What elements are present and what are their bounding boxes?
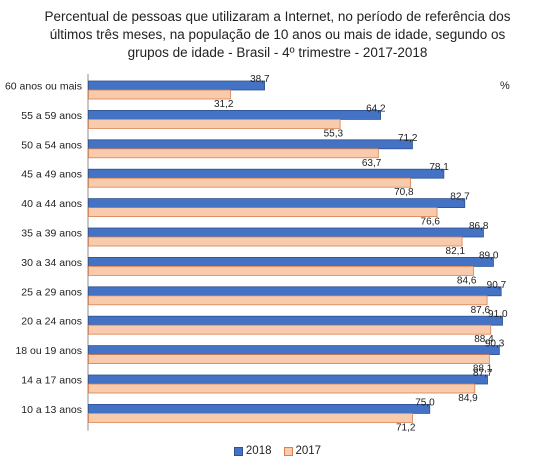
data-label-2017: 76,6: [421, 217, 441, 228]
bar-2017: [88, 119, 341, 129]
category-label: 55 a 59 anos: [21, 110, 82, 122]
data-label-2017: 63,7: [362, 158, 382, 169]
bar-2018: [88, 374, 488, 385]
bar-2018: [88, 286, 502, 297]
data-label-2018: 75,0: [415, 397, 435, 408]
data-label-2018: 78,1: [429, 162, 449, 173]
bar-2017: [88, 354, 490, 365]
bar-2017: [88, 412, 413, 423]
data-label-2018: 91,0: [488, 309, 508, 320]
data-label-2018: 71,2: [398, 133, 418, 144]
bar-2018: [88, 256, 494, 267]
category-label: 10 a 13 anos: [21, 404, 82, 416]
data-label-2017: 70,8: [394, 187, 414, 198]
category-label: 50 a 54 anos: [21, 139, 82, 151]
category-label: 18 ou 19 anos: [15, 345, 82, 357]
bar-2018: [88, 139, 413, 150]
legend-swatch-2018: [233, 446, 243, 456]
category-label: 40 a 44 anos: [21, 198, 82, 210]
bar-2018: [88, 345, 500, 356]
category-label: 60 anos ou mais: [5, 81, 82, 93]
category-label: 25 a 29 anos: [21, 286, 82, 298]
chart-title-line-2: últimos três meses, na população de 10 a…: [49, 27, 506, 42]
bar-2017: [88, 236, 463, 247]
data-label-2018: 82,7: [450, 192, 470, 203]
data-label-2017: 88,1: [473, 364, 493, 375]
data-label-2018: 89,0: [479, 250, 499, 261]
data-label-2017: 84,6: [457, 275, 477, 286]
data-label-2017: 31,2: [214, 99, 234, 110]
category-label: 35 a 39 anos: [21, 228, 82, 240]
bar-2018: [88, 110, 382, 120]
legend-label-2018: 2018: [245, 445, 272, 457]
chart-legend: 2018 2017: [0, 445, 555, 457]
bar-2018: [88, 198, 466, 209]
category-label: 45 a 49 anos: [21, 169, 82, 181]
category-label: 30 a 34 anos: [21, 257, 82, 269]
bar-2017: [88, 207, 438, 218]
bar-2017: [88, 383, 476, 394]
bar-2017: [88, 148, 379, 159]
chart-title-line-3: grupos de idade - Brasil - 4º trimestre …: [127, 45, 428, 60]
bar-2017: [88, 295, 488, 306]
data-label-2017: 87,6: [471, 305, 491, 316]
bar-2017: [88, 265, 474, 276]
data-label-2017: 71,2: [396, 422, 416, 433]
data-label-2017: 82,1: [446, 246, 466, 257]
legend-swatch-2017: [283, 446, 293, 456]
data-label-2018: 64,2: [366, 103, 386, 114]
data-label-2018: 90,7: [487, 280, 507, 291]
data-label-2017: 84,9: [458, 393, 478, 404]
bar-2018: [88, 315, 503, 326]
chart-title-line-1: Percentual de pessoas que utilizaram a I…: [44, 9, 511, 24]
bar-2017: [88, 89, 231, 100]
data-label-2018: 87,7: [473, 368, 493, 379]
legend-item-2017: 2017: [283, 445, 322, 457]
data-label-2018: 38,7: [250, 74, 270, 85]
category-label: 14 a 17 anos: [21, 375, 82, 387]
category-label: 20 a 24 anos: [21, 316, 82, 328]
bar-2018: [88, 80, 265, 91]
data-label-2018: 90,3: [485, 339, 505, 350]
bar-2018: [88, 403, 431, 414]
bar-2018: [88, 168, 445, 179]
chart-title: Percentual de pessoas que utilizaram a I…: [0, 8, 555, 62]
bar-2018: [88, 227, 484, 238]
legend-item-2018: 2018: [233, 445, 272, 457]
data-label-2017: 55,3: [324, 128, 344, 139]
legend-label-2017: 2017: [295, 445, 322, 457]
data-label-2017: 88,4: [474, 334, 494, 345]
unit-label: %: [500, 80, 510, 92]
bar-2017: [88, 324, 492, 335]
bar-2017: [88, 177, 412, 188]
data-label-2018: 86,8: [469, 221, 489, 232]
